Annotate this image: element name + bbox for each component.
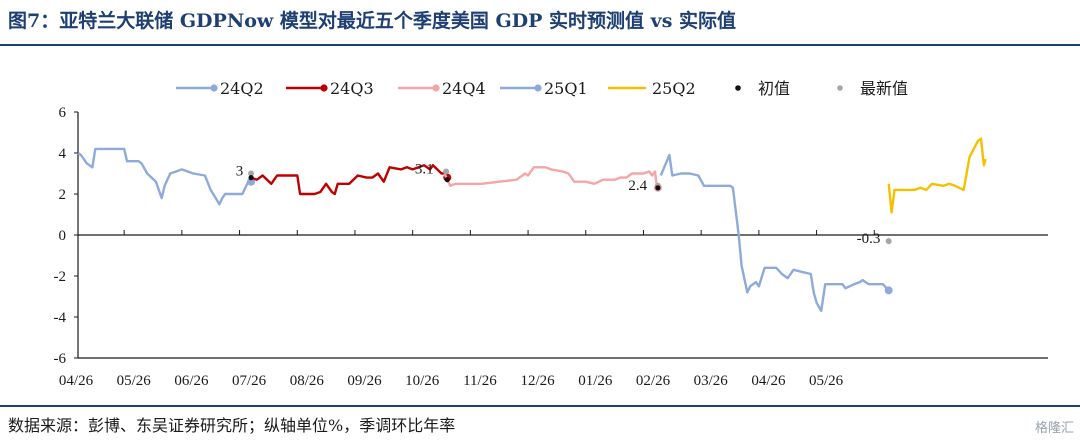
series-end-marker <box>247 177 256 186</box>
initial-value-point <box>248 175 254 181</box>
x-tick-label: 04/26 <box>59 373 94 389</box>
data-label: -0.3 <box>857 231 881 247</box>
x-tick-label: 04/26 <box>751 373 786 389</box>
series-line-24q4 <box>443 166 660 189</box>
x-tick-label: 12/26 <box>521 373 556 389</box>
annotation-layer: 3 3.1 2.4 -0.3 <box>236 162 881 248</box>
legend-label: 25Q2 <box>652 79 696 98</box>
legend-item-24q4: 24Q4 <box>398 79 486 98</box>
y-tick-label: 0 <box>59 228 67 244</box>
legend-item-24q3: 24Q3 <box>286 79 374 98</box>
y-tick-label: -2 <box>54 269 67 285</box>
initial-value-point <box>655 185 661 191</box>
y-tick-label: -4 <box>54 310 67 326</box>
chart-title: 图7：亚特兰大联储 GDPNow 模型对最近五个季度美国 GDP 实时预测值 v… <box>8 10 737 32</box>
y-tick-label: 6 <box>59 105 67 121</box>
x-tick-label: 03/26 <box>694 373 729 389</box>
legend-label: 24Q2 <box>220 79 264 98</box>
legend-label: 最新值 <box>860 79 908 98</box>
data-label: 3 <box>236 164 244 180</box>
gdpnow-line-chart: 24Q2 24Q3 24Q4 25Q1 25Q2 初值 最新值 -6 -4 -2 0 2 4 6 04/2… <box>54 79 1048 389</box>
latest-value-point <box>248 170 255 177</box>
y-tick-label: 4 <box>59 146 67 162</box>
x-tick-label: 10/26 <box>405 373 440 389</box>
x-tick-label: 08/26 <box>290 373 325 389</box>
series-end-marker <box>884 286 893 295</box>
legend-label: 24Q3 <box>330 79 374 98</box>
series-line-24q3 <box>250 164 449 196</box>
marker-layer <box>248 168 892 245</box>
watermark-logo: 格隆汇 <box>1034 421 1074 436</box>
data-label: 2.4 <box>628 178 647 194</box>
legend-item-initial: 初值 <box>735 79 790 98</box>
legend-item-latest: 最新值 <box>837 79 908 98</box>
initial-value-point <box>444 177 450 183</box>
latest-value-point <box>885 238 892 245</box>
legend-item-25q1: 25Q1 <box>500 79 588 98</box>
latest-value-point <box>443 168 450 175</box>
legend-label: 25Q1 <box>544 79 588 98</box>
x-tick-label: 01/26 <box>578 373 613 389</box>
series-line-25q1 <box>659 153 890 313</box>
series-layer <box>77 137 987 313</box>
legend-label: 24Q4 <box>442 79 486 98</box>
title-divider <box>0 44 1080 46</box>
x-tick-label: 05/26 <box>117 373 152 389</box>
source-divider <box>0 405 1080 407</box>
x-tick-label: 05/26 <box>809 373 844 389</box>
y-tick-label: 2 <box>59 187 67 203</box>
x-tick-label: 07/26 <box>232 373 267 389</box>
series-line-25q2 <box>887 137 987 214</box>
legend-item-24q2: 24Q2 <box>176 79 264 98</box>
legend-item-25q2: 25Q2 <box>608 79 696 98</box>
y-tick-label: -6 <box>54 351 67 367</box>
x-tick-label: 11/26 <box>463 373 497 389</box>
axes: -6 -4 -2 0 2 4 6 04/26 05/26 06/26 07/26 08/26 09/26… <box>54 105 1048 389</box>
legend-label: 初值 <box>758 79 790 98</box>
data-label: 3.1 <box>415 162 434 178</box>
legend: 24Q2 24Q3 24Q4 25Q1 25Q2 初值 最新值 <box>176 79 908 98</box>
x-tick-label: 06/26 <box>174 373 209 389</box>
source-note: 数据来源：彭博、东吴证券研究所；纵轴单位%，季调环比年率 <box>8 416 456 435</box>
x-tick-label: 09/26 <box>347 373 382 389</box>
x-tick-label: 02/26 <box>636 373 671 389</box>
series-line-24q2 <box>77 147 252 206</box>
